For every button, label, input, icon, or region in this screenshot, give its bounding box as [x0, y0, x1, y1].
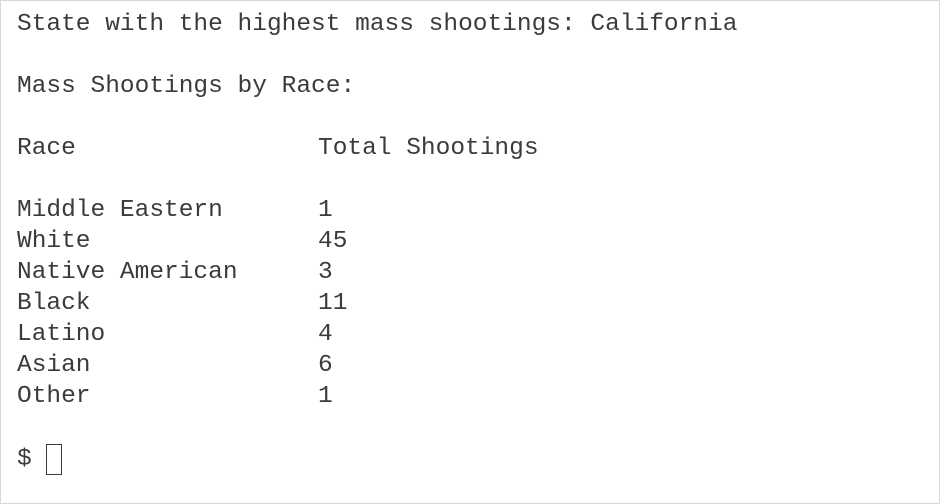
race-cell: Middle Eastern [17, 197, 223, 224]
state-summary-line: State with the highest mass shootings: C… [17, 11, 738, 38]
total-cell: 11 [318, 290, 348, 317]
table-row: Asian 6 [17, 350, 617, 381]
total-cell: 1 [318, 197, 333, 224]
race-cell: Other [17, 383, 91, 410]
race-cell: Asian [17, 352, 91, 379]
table-row: Latino 4 [17, 319, 617, 350]
race-cell: Black [17, 290, 91, 317]
race-cell: Native American [17, 259, 238, 286]
table-header-row: Race Total Shootings [17, 133, 617, 164]
table-row: Native American 3 [17, 257, 617, 288]
race-cell: Latino [17, 321, 106, 348]
column-header-total-shootings: Total Shootings [318, 135, 539, 162]
table-row: Black 11 [17, 288, 617, 319]
section-title: Mass Shootings by Race: [17, 73, 356, 100]
column-header-race: Race [17, 135, 76, 162]
total-cell: 45 [318, 228, 348, 255]
total-cell: 4 [318, 321, 333, 348]
table-row: Other 1 [17, 381, 617, 412]
total-cell: 3 [318, 259, 333, 286]
text-cursor[interactable] [46, 444, 62, 475]
race-cell: White [17, 228, 91, 255]
total-cell: 6 [318, 352, 333, 379]
table-row: White 45 [17, 226, 617, 257]
total-cell: 1 [318, 383, 333, 410]
prompt-symbol: $ [17, 446, 32, 473]
shell-prompt[interactable]: $ [17, 442, 217, 478]
table-row: Middle Eastern 1 [17, 195, 617, 226]
